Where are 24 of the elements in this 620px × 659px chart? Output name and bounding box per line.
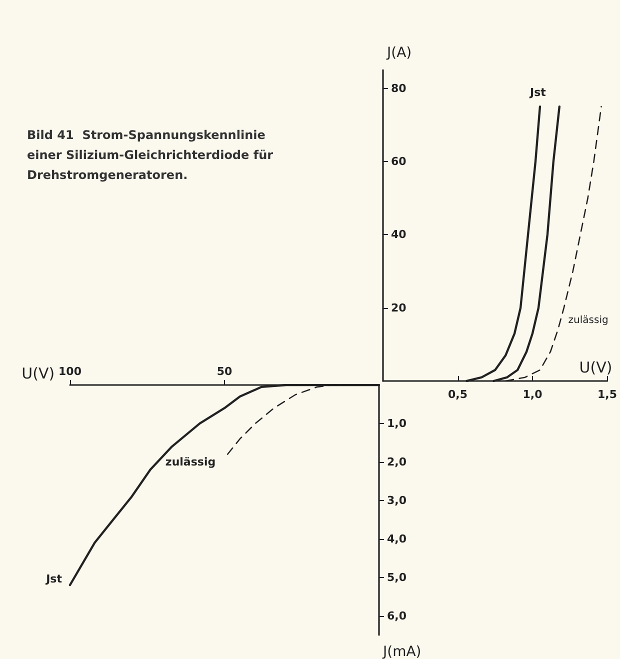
series-label: zulässig: [568, 315, 608, 326]
y-tick-label: 3,0: [387, 494, 407, 507]
x-tick-label: 50: [216, 365, 232, 378]
y-tick-label: 40: [391, 228, 407, 242]
x-tick-label: 0,5: [448, 388, 468, 401]
series-label: Jst: [45, 572, 62, 586]
y-tick-label: 1,0: [387, 416, 407, 430]
y-axis-title: J(mA): [382, 644, 422, 659]
y-axis-title: J(A): [386, 45, 412, 61]
y-tick-label: 60: [391, 154, 407, 168]
y-tick-label: 20: [391, 301, 407, 314]
x-axis-title: U(V): [22, 364, 55, 382]
y-tick-label: 80: [391, 82, 407, 95]
y-tick-label: 2,0: [387, 455, 407, 468]
x-tick-label: 100: [58, 365, 82, 378]
series-label: Jst: [528, 86, 546, 100]
x-tick-label: 1,0: [522, 388, 543, 401]
y-tick-label: 4,0: [387, 532, 407, 546]
y-tick-label: 5,0: [387, 570, 407, 584]
x-tick-label: 1,5: [598, 388, 618, 401]
x-axis-title: U(V): [579, 358, 612, 376]
y-tick-label: 6,0: [387, 609, 407, 622]
series-label: zulässig: [165, 456, 216, 469]
chart-title: Bild 41 Strom-Spannungskennlinie einer Silizium-Gleichrichterdiode für Drehstromgeneratoren.: [27, 128, 278, 182]
